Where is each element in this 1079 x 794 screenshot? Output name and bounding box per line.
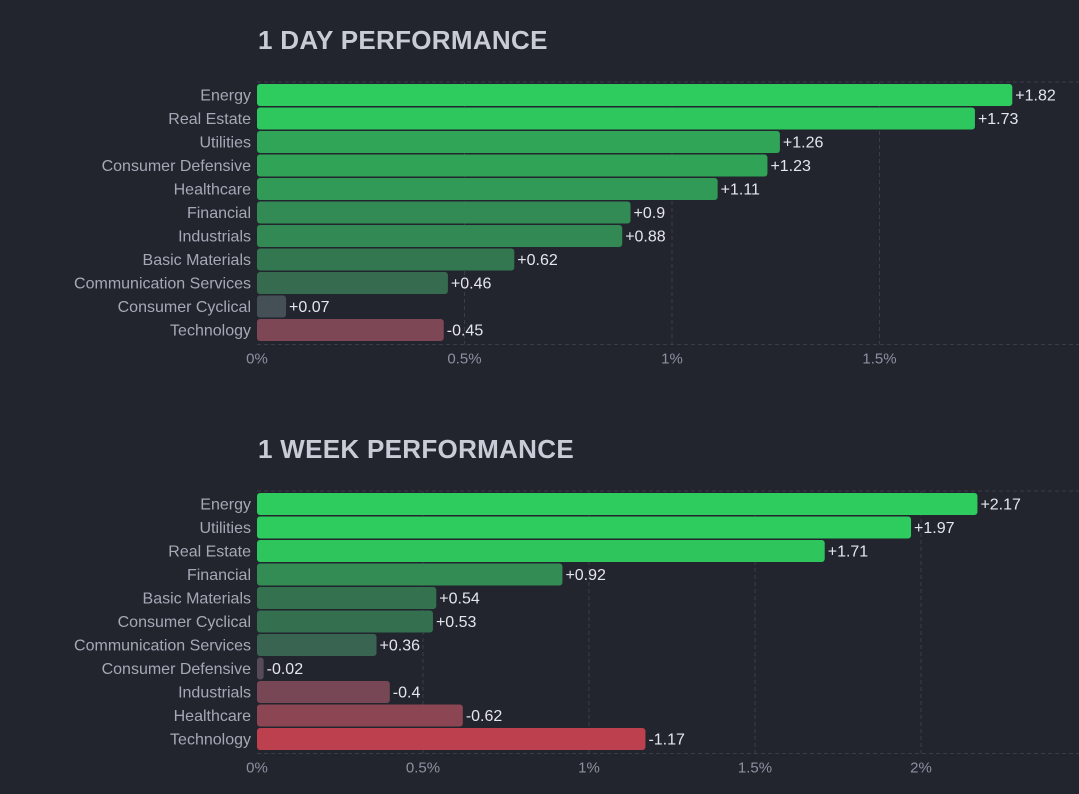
bar-industrials <box>257 225 623 247</box>
value-label: -0.45 <box>447 323 484 340</box>
category-label: Financial <box>187 205 251 222</box>
bar-basic-materials <box>257 587 437 609</box>
bar-consumer-cyclical <box>257 610 433 633</box>
bar-energy <box>257 84 1013 106</box>
value-label: +1.71 <box>828 544 869 561</box>
value-label: +0.62 <box>517 252 558 269</box>
bar-healthcare <box>257 178 718 200</box>
category-label: Healthcare <box>174 708 251 725</box>
category-label: Technology <box>170 732 251 749</box>
week-performance-chart: 0%0.5%1%1.5%2%2Energy+2.17Utilities+1.97… <box>74 490 1079 777</box>
x-tick-label: 0% <box>246 760 268 777</box>
bar-technology <box>257 319 444 341</box>
category-label: Consumer Cyclical <box>118 299 251 316</box>
category-label: Technology <box>170 323 251 340</box>
x-tick-label: 1% <box>578 760 600 777</box>
value-label: +0.36 <box>380 638 421 655</box>
bar-communication-services <box>257 272 448 294</box>
bar-industrials <box>257 681 390 703</box>
x-tick-label: 0.5% <box>406 760 440 777</box>
bar-real-estate <box>257 107 975 130</box>
x-tick-label: 1.5% <box>862 351 896 368</box>
bar-real-estate <box>257 540 825 562</box>
category-label: Utilities <box>199 135 251 152</box>
value-label: +1.11 <box>721 182 760 199</box>
bar-technology <box>257 728 646 750</box>
category-label: Industrials <box>178 685 251 702</box>
value-label: -0.4 <box>393 685 421 702</box>
bar-communication-services <box>257 634 377 656</box>
value-label: +1.82 <box>1015 88 1056 105</box>
day-chart-title: 1 DAY PERFORMANCE <box>258 25 548 55</box>
category-label: Communication Services <box>74 276 251 293</box>
category-label: Communication Services <box>74 638 251 655</box>
value-label: +0.46 <box>451 276 492 293</box>
value-label: +0.07 <box>289 299 330 316</box>
x-tick-label: 1% <box>661 351 683 368</box>
category-label: Consumer Defensive <box>102 661 252 678</box>
category-label: Utilities <box>199 520 251 537</box>
category-label: Consumer Defensive <box>102 158 252 175</box>
bar-utilities <box>257 131 780 153</box>
bar-consumer-cyclical <box>257 295 287 318</box>
value-label: +1.26 <box>783 135 824 152</box>
bar-consumer-defensive <box>257 657 264 680</box>
x-tick-label: 0% <box>246 351 268 368</box>
week-chart-title: 1 WEEK PERFORMANCE <box>258 434 574 464</box>
category-label: Real Estate <box>168 111 251 128</box>
category-label: Energy <box>200 88 251 105</box>
category-label: Healthcare <box>174 182 251 199</box>
value-label: -1.17 <box>648 732 685 749</box>
bar-consumer-defensive <box>257 154 768 177</box>
x-tick-label: 2% <box>910 760 932 777</box>
bar-energy <box>257 493 978 515</box>
bar-financial <box>257 563 563 586</box>
bar-utilities <box>257 516 912 539</box>
category-label: Energy <box>200 497 251 514</box>
bar-healthcare <box>257 704 463 727</box>
category-label: Financial <box>187 567 251 584</box>
value-label: -0.02 <box>267 661 304 678</box>
category-label: Basic Materials <box>143 252 251 269</box>
value-label: +0.54 <box>439 591 480 608</box>
value-label: +1.23 <box>770 158 811 175</box>
value-label: +0.53 <box>436 614 477 631</box>
value-label: +2.17 <box>980 497 1021 514</box>
x-tick-label: 1.5% <box>738 760 772 777</box>
value-label: -0.62 <box>466 708 503 725</box>
category-label: Industrials <box>178 229 251 246</box>
value-label: +0.9 <box>634 205 666 222</box>
x-tick-label: 0.5% <box>447 351 481 368</box>
value-label: +0.88 <box>625 229 666 246</box>
bar-basic-materials <box>257 248 515 271</box>
bar-financial <box>257 201 631 224</box>
value-label: +1.73 <box>978 111 1019 128</box>
category-label: Basic Materials <box>143 591 251 608</box>
category-label: Consumer Cyclical <box>118 614 251 631</box>
category-label: Real Estate <box>168 544 251 561</box>
value-label: +1.97 <box>914 520 955 537</box>
value-label: +0.92 <box>565 567 606 584</box>
